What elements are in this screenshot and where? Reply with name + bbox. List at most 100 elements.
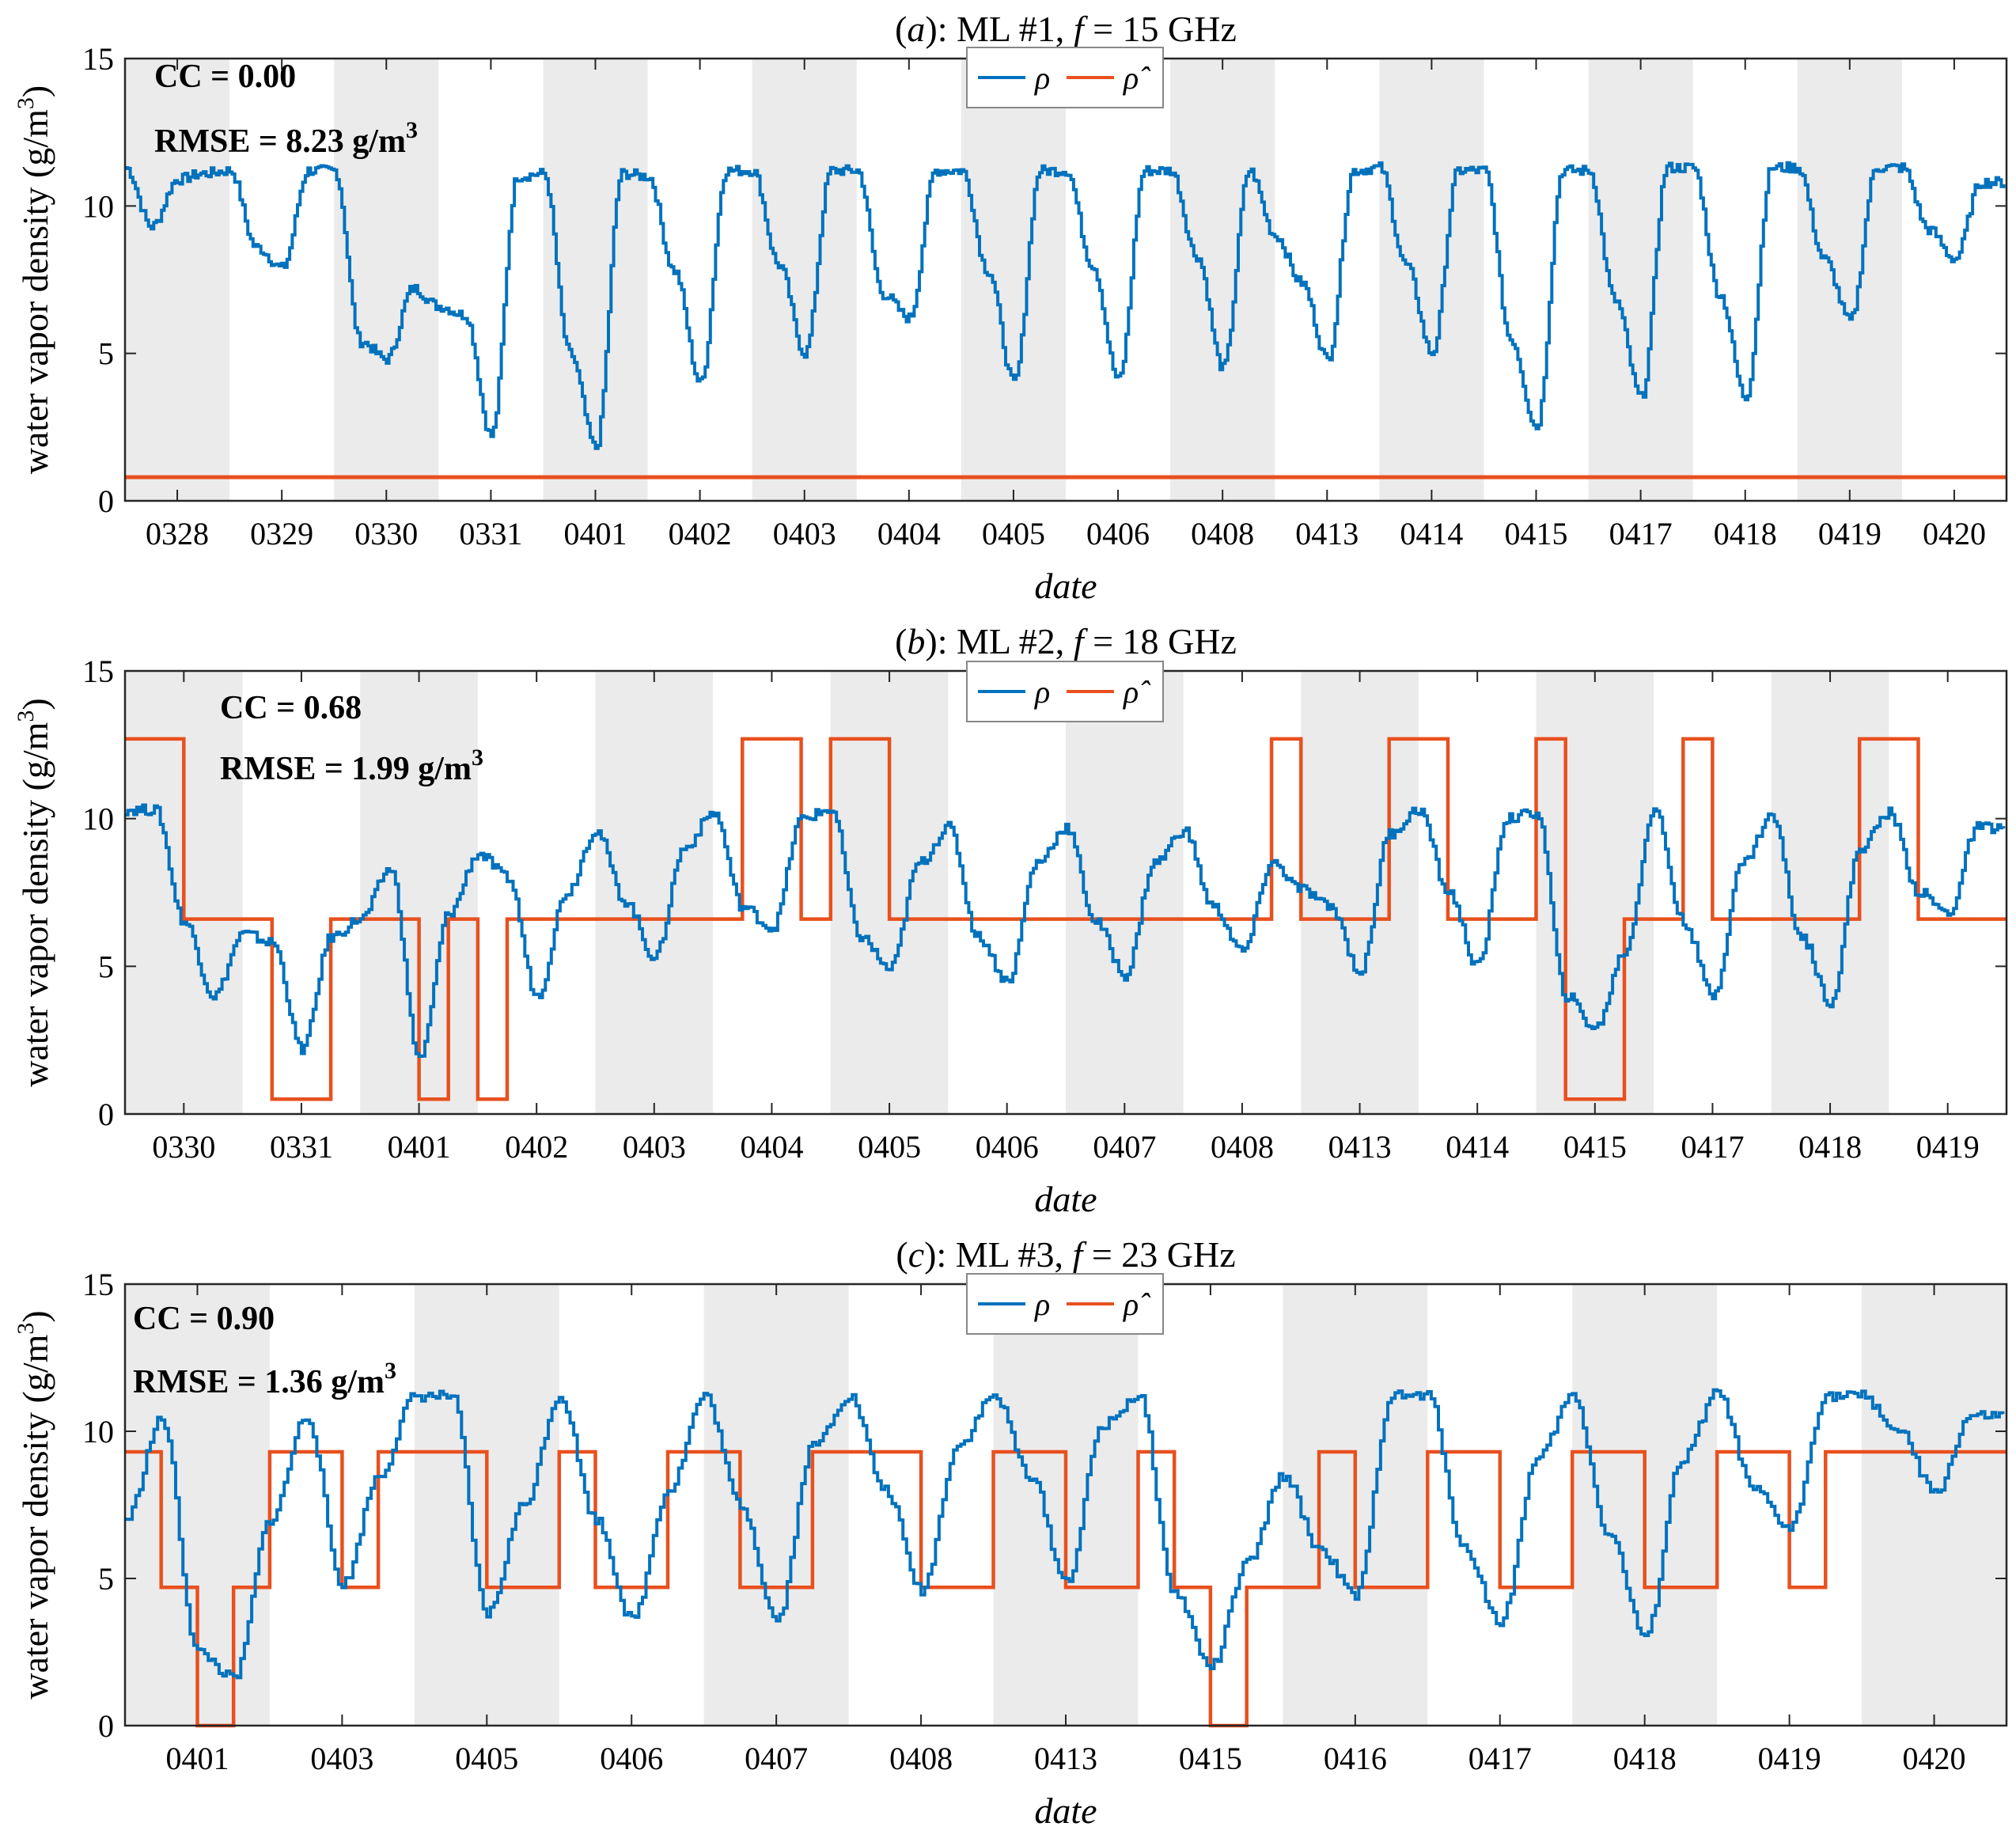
x-tick-label: 0330 bbox=[152, 1129, 215, 1165]
y-label-close: ) bbox=[15, 1310, 55, 1322]
y-label-main: water vapor density (g/m bbox=[15, 722, 55, 1086]
x-tick-label: 0418 bbox=[1798, 1129, 1862, 1165]
cc-annotation: CC = 0.68 bbox=[220, 690, 362, 726]
title-part: = 15 GHz bbox=[1084, 9, 1237, 49]
x-tick-label: 0415 bbox=[1563, 1129, 1627, 1165]
y-axis-label: water vapor density (g/m3) bbox=[13, 1310, 55, 1699]
legend-label-rho: ρ bbox=[1033, 1286, 1050, 1322]
y-label-sup: 3 bbox=[13, 1323, 39, 1335]
title-part: = 18 GHz bbox=[1084, 621, 1237, 661]
y-label-main: water vapor density (g/m bbox=[15, 1334, 55, 1699]
x-tick-label: 0401 bbox=[165, 1741, 229, 1776]
x-tick-label: 0407 bbox=[1093, 1129, 1156, 1165]
legend-label-rho: ρ bbox=[1033, 674, 1050, 710]
x-axis-label: date bbox=[1034, 1790, 1097, 1831]
x-tick-label: 0405 bbox=[982, 516, 1045, 551]
shaded-band bbox=[1170, 59, 1275, 501]
x-tick-label: 0403 bbox=[773, 516, 836, 551]
legend-label-rho: ρ bbox=[1033, 60, 1050, 96]
x-tick-label: 0408 bbox=[1191, 516, 1254, 551]
title-part: ): ML #3, bbox=[924, 1234, 1072, 1275]
rmse-annotation: RMSE = 1.99 g/m3 bbox=[220, 745, 483, 787]
y-tick-label: 10 bbox=[82, 1414, 114, 1449]
y-tick-label: 15 bbox=[82, 1267, 114, 1302]
y-axis-label: water vapor density (g/m3) bbox=[13, 85, 55, 474]
x-tick-label: 0405 bbox=[858, 1129, 921, 1165]
x-tick-label: 0417 bbox=[1609, 516, 1673, 551]
x-tick-label: 0403 bbox=[623, 1129, 686, 1165]
title-part: ): ML #1, bbox=[925, 9, 1073, 49]
x-tick-label: 0418 bbox=[1714, 516, 1777, 551]
rmse-annotation: RMSE = 8.23 g/m3 bbox=[154, 117, 418, 160]
x-tick-label: 0415 bbox=[1505, 516, 1568, 551]
series-rho bbox=[125, 161, 2006, 450]
series-rho bbox=[125, 1388, 2005, 1680]
x-axis-label: date bbox=[1034, 566, 1097, 606]
chart-title: (b): ML #2, f = 18 GHz bbox=[895, 621, 1237, 661]
shaded-band bbox=[595, 671, 714, 1114]
x-tick-label: 0413 bbox=[1034, 1741, 1097, 1776]
x-tick-label: 0406 bbox=[600, 1741, 663, 1776]
y-tick-label: 5 bbox=[98, 949, 114, 984]
series-rho-hat bbox=[125, 737, 2007, 1101]
y-tick-label: 10 bbox=[82, 188, 114, 224]
x-tick-label: 0408 bbox=[1211, 1129, 1274, 1165]
x-tick-label: 0413 bbox=[1328, 1129, 1392, 1165]
cc-annotation: CC = 0.00 bbox=[154, 59, 296, 95]
shaded-band bbox=[1862, 1284, 2007, 1726]
y-label-close: ) bbox=[15, 85, 55, 97]
title-part: ( bbox=[895, 9, 907, 49]
x-tick-label: 0406 bbox=[1086, 516, 1150, 551]
x-tick-label: 0413 bbox=[1295, 516, 1359, 551]
rmse-sup: 3 bbox=[472, 745, 483, 771]
y-tick-label: 5 bbox=[98, 336, 114, 372]
shaded-band bbox=[961, 59, 1066, 501]
rmse-annotation: RMSE = 1.36 g/m3 bbox=[133, 1358, 396, 1400]
panel-a: (a): ML #1, f = 15 GHz 0 5 10 15 0328 0329 0330… bbox=[13, 9, 2008, 606]
title-part: a bbox=[907, 9, 925, 49]
x-tick-label: 0419 bbox=[1916, 1129, 1980, 1165]
shaded-band bbox=[1301, 671, 1419, 1114]
panel-c: (c): ML #3, f = 23 GHz 0 5 10 15 0401 0403 0405… bbox=[13, 1234, 2008, 1831]
x-tick-label: 0404 bbox=[877, 516, 941, 551]
cc-annotation: CC = 0.90 bbox=[133, 1301, 275, 1337]
shaded-band bbox=[1797, 59, 1902, 501]
y-tick-label: 10 bbox=[82, 801, 114, 837]
title-part: = 23 GHz bbox=[1082, 1234, 1235, 1275]
x-tick-label: 0401 bbox=[388, 1129, 451, 1165]
y-label-sup: 3 bbox=[13, 97, 39, 109]
x-tick-label: 0329 bbox=[250, 516, 313, 551]
x-tick-label: 0420 bbox=[1923, 516, 1986, 551]
x-tick-label: 0416 bbox=[1324, 1741, 1387, 1776]
x-tick-label: 0331 bbox=[459, 516, 522, 551]
y-tick-label: 0 bbox=[98, 483, 114, 519]
shaded-band bbox=[125, 59, 230, 501]
title-part: c bbox=[908, 1234, 924, 1275]
y-label-sup: 3 bbox=[13, 710, 39, 722]
shaded-band bbox=[1588, 59, 1693, 501]
x-tick-label: 0330 bbox=[354, 516, 418, 551]
x-tick-label: 0328 bbox=[146, 516, 209, 551]
title-part: ( bbox=[895, 621, 907, 661]
y-axis-label: water vapor density (g/m3) bbox=[13, 698, 55, 1086]
x-tick-label: 0331 bbox=[270, 1129, 333, 1165]
x-tick-label: 0417 bbox=[1681, 1129, 1744, 1165]
legend: ρ ρ̂ bbox=[966, 1273, 1164, 1335]
y-tick-label: 5 bbox=[98, 1561, 114, 1597]
x-tick-label: 0408 bbox=[889, 1741, 953, 1776]
x-tick-label: 0401 bbox=[564, 516, 627, 551]
x-tick-label: 0403 bbox=[310, 1741, 373, 1776]
title-part: ( bbox=[896, 1234, 908, 1275]
x-tick-label: 0405 bbox=[455, 1741, 518, 1776]
y-label-close: ) bbox=[15, 698, 55, 710]
x-tick-label: 0419 bbox=[1818, 516, 1881, 551]
shaded-band bbox=[1771, 671, 1889, 1114]
shaded-band bbox=[752, 59, 857, 501]
x-tick-label: 0419 bbox=[1758, 1741, 1821, 1776]
x-tick-label: 0402 bbox=[505, 1129, 568, 1165]
x-tick-label: 0417 bbox=[1468, 1741, 1532, 1776]
x-tick-label: 0404 bbox=[740, 1129, 803, 1165]
x-tick-label: 0406 bbox=[976, 1129, 1039, 1165]
y-tick-label: 15 bbox=[82, 654, 114, 689]
